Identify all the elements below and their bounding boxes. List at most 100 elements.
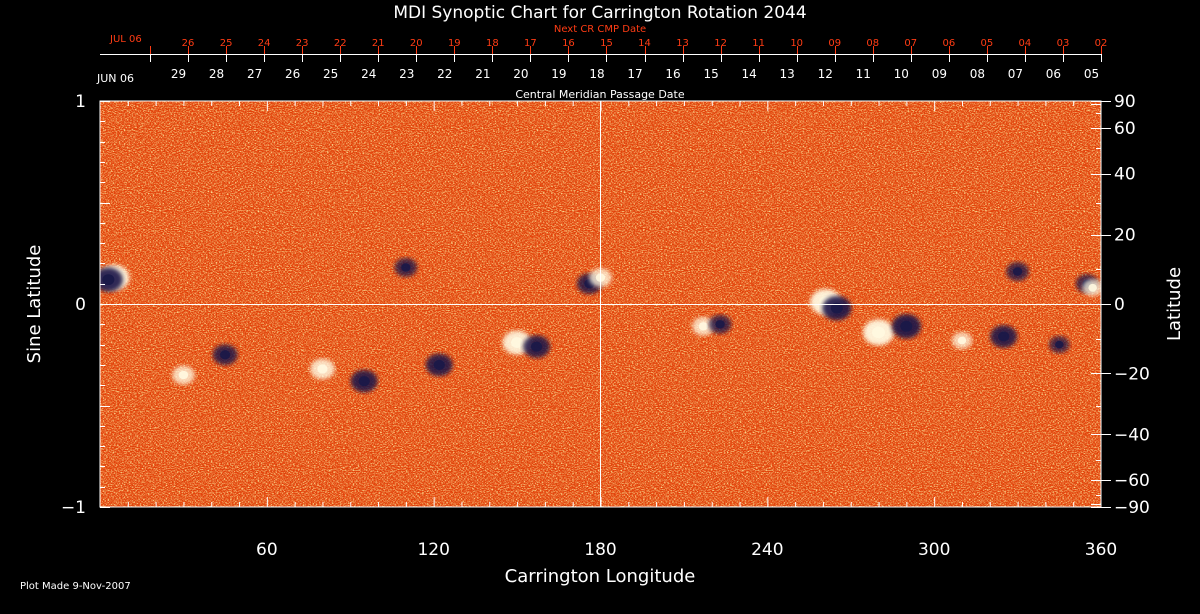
- y-right-tick-label: 60: [1114, 119, 1136, 139]
- y-left-tick-label: 0: [75, 295, 86, 315]
- positive-polarity-core: [872, 326, 886, 339]
- negative-polarity-core: [433, 359, 445, 370]
- next-date-label: 09: [828, 38, 841, 49]
- left-axis: 1 0 −1: [61, 92, 110, 518]
- next-date-label: 05: [981, 38, 994, 49]
- cmp-date-label: 27: [247, 67, 262, 81]
- negative-polarity-core: [530, 341, 543, 352]
- next-start-label: JUL 06: [109, 34, 142, 45]
- next-date-label: 21: [372, 38, 385, 49]
- cmp-date-label: 28: [209, 67, 224, 81]
- x-axis-label: Carrington Longitude: [505, 566, 696, 587]
- next-date-label: 08: [866, 38, 879, 49]
- active-regions: [100, 258, 1101, 393]
- next-date-label: 24: [258, 38, 271, 49]
- x-tick-label: 300: [918, 540, 950, 560]
- next-date-label: 14: [638, 38, 651, 49]
- x-tick-label: 120: [417, 540, 449, 560]
- y-right-tick-label: −40: [1114, 425, 1150, 445]
- magnetogram-map: [100, 101, 1101, 507]
- cmp-date-label: 15: [703, 67, 718, 81]
- next-date-label: 07: [904, 38, 917, 49]
- plot-made-date: Plot Made 9-Nov-2007: [20, 581, 131, 592]
- cmp-date-label: 16: [665, 67, 680, 81]
- next-date-label: 16: [562, 38, 575, 49]
- negative-polarity-core: [219, 350, 231, 360]
- cmp-date-label: 10: [894, 67, 909, 81]
- x-tick-label: 180: [584, 540, 616, 560]
- negative-polarity-core: [1012, 267, 1023, 276]
- cmp-date-label: 14: [741, 67, 756, 81]
- y-right-tick-label: −20: [1114, 364, 1150, 384]
- y-right-tick-label: 90: [1114, 92, 1136, 112]
- cmp-axis-label: Central Meridian Passage Date: [515, 88, 684, 101]
- negative-polarity-core: [102, 274, 115, 286]
- next-date-label: 12: [714, 38, 727, 49]
- next-date-label: 26: [182, 38, 195, 49]
- cmp-date-label: 18: [589, 67, 604, 81]
- cmp-date-label: 22: [437, 67, 452, 81]
- y-axis-left-label: Sine Latitude: [24, 245, 45, 364]
- next-date-label: 15: [600, 38, 613, 49]
- chart-title: MDI Synoptic Chart for Carrington Rotati…: [393, 3, 806, 23]
- next-cmp-axis: 26 25 24 23 22 21 20 19 18 17 16 15 14 13 12 11 10 09 08 07…: [100, 24, 1107, 55]
- cmp-start-label: JUN 06: [96, 72, 134, 85]
- next-date-label: 10: [790, 38, 803, 49]
- x-tick-label: 60: [256, 540, 278, 560]
- cmp-date-label: 20: [513, 67, 528, 81]
- x-axis: 60 120 180 240 300 360: [127, 101, 1117, 560]
- negative-polarity-core: [830, 302, 843, 314]
- next-date-label: 13: [676, 38, 689, 49]
- positive-polarity-core: [178, 370, 189, 380]
- positive-polarity-core: [698, 322, 709, 331]
- negative-polarity-core: [1055, 340, 1064, 349]
- next-cmp-label: Next CR CMP Date: [554, 24, 646, 35]
- y-right-tick-label: 20: [1114, 226, 1136, 246]
- positive-polarity-core: [957, 336, 967, 345]
- next-date-label: 17: [524, 38, 537, 49]
- cmp-axis: 29 28 27 26 25 24 23 22 21 20 19 18 17 16 15 14 13 12 11 10…: [96, 54, 1102, 85]
- y-right-tick-label: −60: [1114, 471, 1150, 491]
- negative-polarity-core: [998, 331, 1010, 342]
- y-right-tick-label: −90: [1114, 498, 1150, 518]
- cmp-date-label: 17: [627, 67, 642, 81]
- cmp-date-label: 13: [780, 67, 795, 81]
- positive-polarity-core: [511, 337, 524, 349]
- cmp-date-label: 05: [1084, 67, 1099, 81]
- right-axis: 90 60 40 20 0 −20 −40 −60 −90: [1091, 92, 1150, 518]
- next-date-label: 18: [486, 38, 499, 49]
- cmp-date-label: 08: [970, 67, 985, 81]
- next-date-label: 19: [448, 38, 461, 49]
- cmp-date-label: 23: [399, 67, 414, 81]
- positive-polarity-core: [1088, 283, 1097, 292]
- next-date-label: 23: [296, 38, 309, 49]
- cmp-date-label: 12: [818, 67, 833, 81]
- next-date-label: 04: [1019, 38, 1032, 49]
- cmp-date-label: 11: [856, 67, 871, 81]
- cmp-date-label: 26: [285, 67, 300, 81]
- y-right-tick-label: 0: [1114, 295, 1125, 315]
- next-date-label: 03: [1057, 38, 1070, 49]
- cmp-date-label: 21: [475, 67, 490, 81]
- cmp-date-label: 09: [932, 67, 947, 81]
- negative-polarity-core: [358, 376, 370, 387]
- next-date-label: 06: [942, 38, 955, 49]
- positive-polarity-core: [317, 364, 328, 374]
- y-left-tick-label: 1: [75, 92, 86, 112]
- cmp-date-label: 06: [1046, 67, 1061, 81]
- negative-polarity-core: [401, 263, 411, 272]
- y-right-tick-label: 40: [1114, 165, 1136, 185]
- x-tick-label: 240: [751, 540, 783, 560]
- cmp-date-label: 24: [361, 67, 376, 81]
- y-left-tick-label: −1: [61, 498, 86, 518]
- negative-polarity-core: [900, 320, 913, 332]
- y-axis-right-label: Latitude: [1164, 267, 1185, 341]
- x-tick-label: 360: [1085, 540, 1117, 560]
- cmp-date-label: 25: [323, 67, 338, 81]
- next-date-label: 02: [1095, 38, 1108, 49]
- next-date-label: 11: [752, 38, 765, 49]
- cmp-date-label: 07: [1008, 67, 1023, 81]
- cmp-date-label: 19: [551, 67, 566, 81]
